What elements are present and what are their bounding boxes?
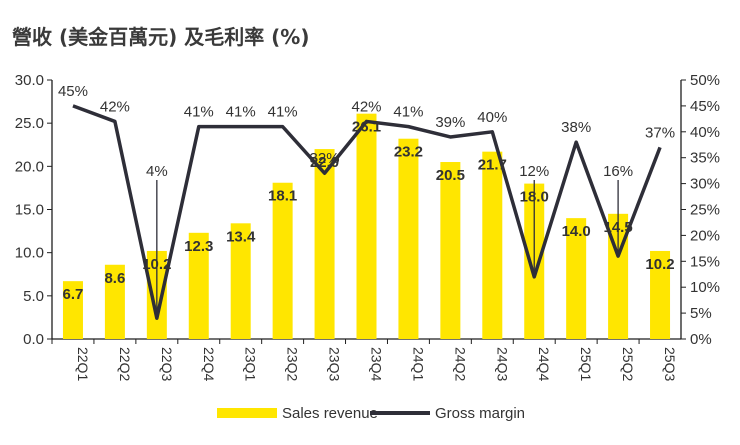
sales-bar [398, 138, 419, 339]
margin-value-label: 41% [268, 104, 298, 121]
sales-value-label: 14.5 [603, 219, 632, 236]
left-tick-label: 20.0 [15, 158, 44, 175]
sales-value-label: 20.5 [436, 167, 465, 184]
category-label: 22Q4 [201, 347, 217, 381]
sales-bar [188, 232, 209, 339]
gross-margin-line [72, 104, 662, 321]
category-label: 24Q3 [494, 347, 510, 381]
sales-bar [62, 281, 83, 339]
right-tick-label: 30% [690, 176, 720, 193]
sales-bar [104, 264, 125, 339]
category-label: 23Q3 [327, 347, 343, 381]
category-label: 22Q3 [159, 347, 175, 381]
sales-bar [482, 151, 503, 339]
sales-bar [230, 223, 251, 339]
margin-value-label: 37% [645, 124, 675, 141]
sales-value-label: 6.7 [63, 286, 84, 303]
left-tick-label: 15.0 [15, 202, 44, 219]
legend: Sales revenue Gross margin [217, 405, 525, 422]
sales-bar [650, 250, 671, 339]
right-tick-label: 25% [690, 202, 720, 219]
category-label: 23Q1 [243, 347, 259, 381]
right-tick-label: 15% [690, 253, 720, 270]
sales-value-label: 18.1 [268, 188, 297, 205]
sales-value-label: 10.2 [142, 256, 171, 273]
right-tick-label: 35% [690, 150, 720, 167]
margin-value-label: 45% [58, 83, 88, 100]
right-tick-label: 40% [690, 124, 720, 141]
margin-line-group [72, 104, 662, 321]
category-label: 24Q1 [410, 347, 426, 381]
data-labels: 6.7 8.6 10.2 12.3 13.4 18.1 22.0 26.1 23.2 20.5 21… [58, 83, 675, 303]
sales-value-label: 13.4 [226, 228, 256, 245]
sales-value-label: 8.6 [104, 270, 125, 287]
margin-value-label: 32% [310, 150, 340, 167]
left-tick-label: 0.0 [23, 331, 44, 348]
category-label: 25Q2 [620, 347, 636, 381]
category-label: 24Q4 [536, 347, 552, 381]
left-tick-label: 25.0 [15, 115, 44, 132]
sales-bar [356, 113, 377, 339]
sales-bar [566, 218, 587, 339]
sales-value-label: 21.7 [478, 157, 507, 174]
category-label: 23Q2 [285, 347, 301, 381]
sales-value-label: 10.2 [645, 256, 674, 273]
legend-swatch-sales-revenue [217, 408, 277, 418]
margin-value-label: 40% [477, 109, 507, 126]
category-label: 22Q1 [75, 347, 91, 381]
right-tick-label: 0% [690, 331, 712, 348]
legend-label-gross-margin: Gross margin [435, 405, 525, 422]
margin-value-label: 41% [226, 104, 256, 121]
left-tick-label: 5.0 [23, 288, 44, 305]
margin-value-label: 38% [561, 119, 591, 136]
right-tick-label: 50% [690, 72, 720, 89]
left-tick-label: 30.0 [15, 72, 44, 89]
category-label: 23Q4 [369, 347, 385, 381]
category-label: 24Q2 [452, 347, 468, 381]
right-tick-label: 10% [690, 279, 720, 296]
margin-value-label: 42% [351, 98, 381, 115]
margin-value-label: 12% [519, 163, 549, 180]
margin-value-label: 41% [393, 104, 423, 121]
sales-bar [314, 149, 335, 339]
category-label: 25Q1 [578, 347, 594, 381]
margin-value-label: 42% [100, 98, 130, 115]
margin-value-label: 39% [435, 114, 465, 131]
right-tick-label: 45% [690, 98, 720, 115]
sales-value-label: 18.0 [520, 189, 549, 206]
sales-value-label: 23.2 [394, 144, 423, 161]
sales-bar [440, 162, 461, 339]
legend-label-sales-revenue: Sales revenue [282, 405, 378, 422]
right-tick-label: 20% [690, 227, 720, 244]
margin-value-label: 41% [184, 104, 214, 121]
right-tick-label: 5% [690, 305, 712, 322]
margin-value-label: 16% [603, 163, 633, 180]
leader-lines [156, 180, 619, 316]
category-label: 25Q3 [662, 347, 678, 381]
axes: 0.0 5.0 10.0 15.0 20.0 25.0 30.0 0% 5% 10% 15% 20% 2… [15, 72, 720, 381]
sales-value-label: 14.0 [562, 223, 591, 240]
sales-value-label: 12.3 [184, 238, 213, 255]
sales-value-label: 22.0 [310, 154, 339, 171]
margin-value-label: 4% [146, 163, 168, 180]
left-tick-label: 10.0 [15, 245, 44, 262]
sales-bar [272, 182, 293, 339]
sales-value-label: 26.1 [352, 119, 381, 136]
chart-title: 營收 (美金百萬元) 及毛利率 (%) [12, 25, 310, 49]
category-label: 22Q2 [117, 347, 133, 381]
